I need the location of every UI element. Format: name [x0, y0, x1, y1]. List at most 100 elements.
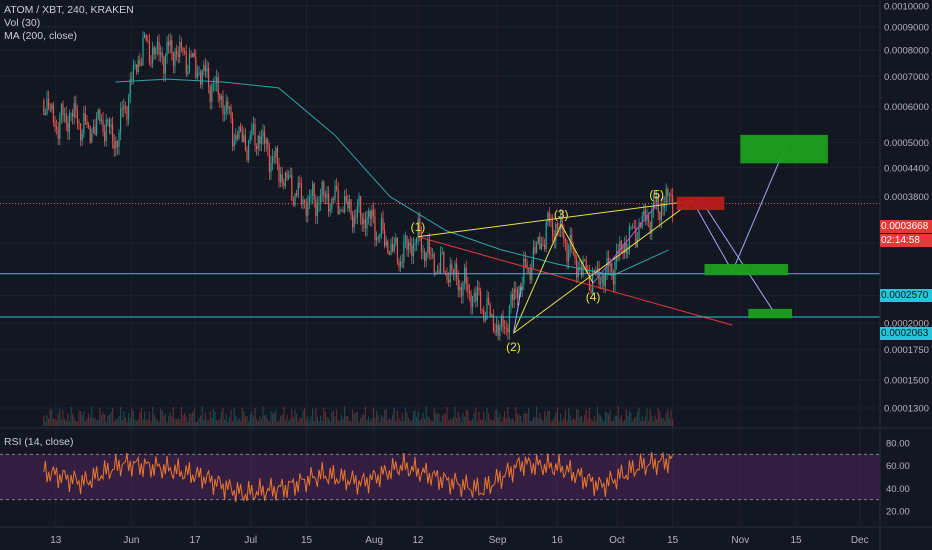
volume-bar	[644, 416, 647, 426]
volume-bar	[331, 412, 333, 426]
candle-body	[408, 242, 410, 250]
volume-bar	[582, 421, 584, 426]
candle-body	[340, 209, 343, 212]
candle-body	[396, 238, 399, 262]
candle-body	[568, 250, 570, 262]
volume-bar	[540, 418, 543, 426]
volume-bar	[585, 410, 587, 426]
candle-body	[548, 212, 551, 222]
volume-bar	[569, 414, 571, 426]
volume-bar	[289, 419, 291, 426]
volume-bar	[104, 414, 106, 426]
candle-body	[561, 216, 563, 230]
volume-bar	[248, 421, 250, 426]
volume-bar	[424, 418, 426, 426]
volume-bar	[560, 413, 562, 426]
volume-bar	[302, 410, 304, 426]
projection-arrow	[692, 200, 733, 272]
candle-body	[587, 271, 589, 273]
candle-body	[43, 100, 45, 116]
volume-bar	[374, 417, 376, 426]
symbol-title[interactable]: ATOM / XBT, 240, KRAKEN	[4, 4, 134, 16]
volume-bar	[96, 420, 98, 426]
volume-bar	[310, 416, 312, 426]
x-tick-label: 16	[552, 535, 564, 546]
candle-body	[324, 196, 327, 198]
candle-body	[563, 229, 565, 239]
candle-body	[296, 193, 298, 195]
volume-bar	[521, 421, 523, 426]
candle-body	[328, 193, 330, 212]
volume-bar	[318, 421, 320, 426]
candle-body	[446, 272, 448, 280]
candle-body	[566, 242, 568, 262]
candle-body	[633, 226, 635, 228]
volume-bar	[665, 413, 667, 426]
candle-body	[120, 108, 122, 133]
volume-bar	[241, 408, 243, 426]
ma-legend[interactable]: MA (200, close)	[4, 30, 77, 42]
candle-body	[86, 121, 88, 125]
candle-body	[368, 210, 370, 217]
volume-bar	[401, 413, 403, 426]
candle-body	[220, 96, 223, 100]
candle-body	[409, 242, 411, 246]
volume-bar	[292, 417, 295, 426]
candle-body	[310, 195, 312, 198]
volume-bar	[49, 408, 51, 426]
drawing-annotations[interactable]: (1) (2) (3) (4) (5)	[0, 134, 880, 354]
candle-body	[520, 286, 522, 291]
volume-bar	[132, 410, 135, 426]
candle-body	[188, 53, 191, 73]
volume-bar	[304, 408, 306, 426]
candle-body	[416, 237, 418, 243]
candle-body	[329, 208, 331, 212]
volume-bar	[600, 415, 602, 426]
volume-bar	[652, 421, 655, 426]
volume-bar	[544, 411, 546, 426]
volume-bar	[272, 413, 274, 426]
volume-bar	[212, 409, 215, 426]
candle-body	[254, 124, 256, 146]
wave-leg-lavender	[512, 287, 522, 334]
volume-bar	[192, 412, 194, 426]
volume-bar	[420, 418, 423, 426]
candle-body	[401, 261, 403, 263]
candle-body	[654, 200, 656, 203]
candle-body	[88, 124, 90, 127]
volume-bar	[176, 419, 178, 426]
candle-body	[604, 272, 607, 287]
candle-body	[417, 218, 419, 238]
candle-body	[161, 52, 163, 58]
candle-body	[51, 104, 53, 110]
candle-body	[411, 245, 413, 257]
candle-body	[192, 53, 194, 58]
candle-body	[64, 113, 66, 115]
candle-body	[334, 185, 336, 200]
volume-legend[interactable]: Vol (30)	[4, 17, 41, 29]
volume-bar	[211, 418, 213, 426]
candle-body	[123, 105, 125, 110]
volume-bar	[504, 411, 506, 426]
time-axis[interactable]: 13 Jun 17 Jul 15 Aug 12 Sep 16 Oct 15 Nov 15 Dec	[50, 535, 868, 546]
candle-body	[459, 287, 461, 290]
candle-body	[641, 216, 643, 228]
volume-bar	[553, 417, 555, 426]
volume-bar	[174, 418, 176, 426]
volume-bar	[467, 409, 469, 426]
volume-bar	[630, 412, 632, 426]
candle-body	[187, 72, 189, 75]
candle-body	[480, 290, 482, 310]
rsi-legend[interactable]: RSI (14, close)	[4, 436, 74, 448]
volume-bar	[555, 412, 557, 426]
volume-bar	[587, 418, 589, 426]
x-tick-label: 12	[412, 535, 424, 546]
candle-body	[126, 106, 128, 120]
y-tick-label: 0.0008000	[884, 45, 929, 56]
volume-bar	[425, 406, 427, 426]
volume-bar	[622, 421, 624, 426]
volume-bar	[139, 412, 141, 426]
candle-body	[468, 290, 471, 294]
symbol-legend[interactable]: ATOM / XBT, 240, KRAKEN Vol (30) MA (200…	[4, 4, 134, 43]
